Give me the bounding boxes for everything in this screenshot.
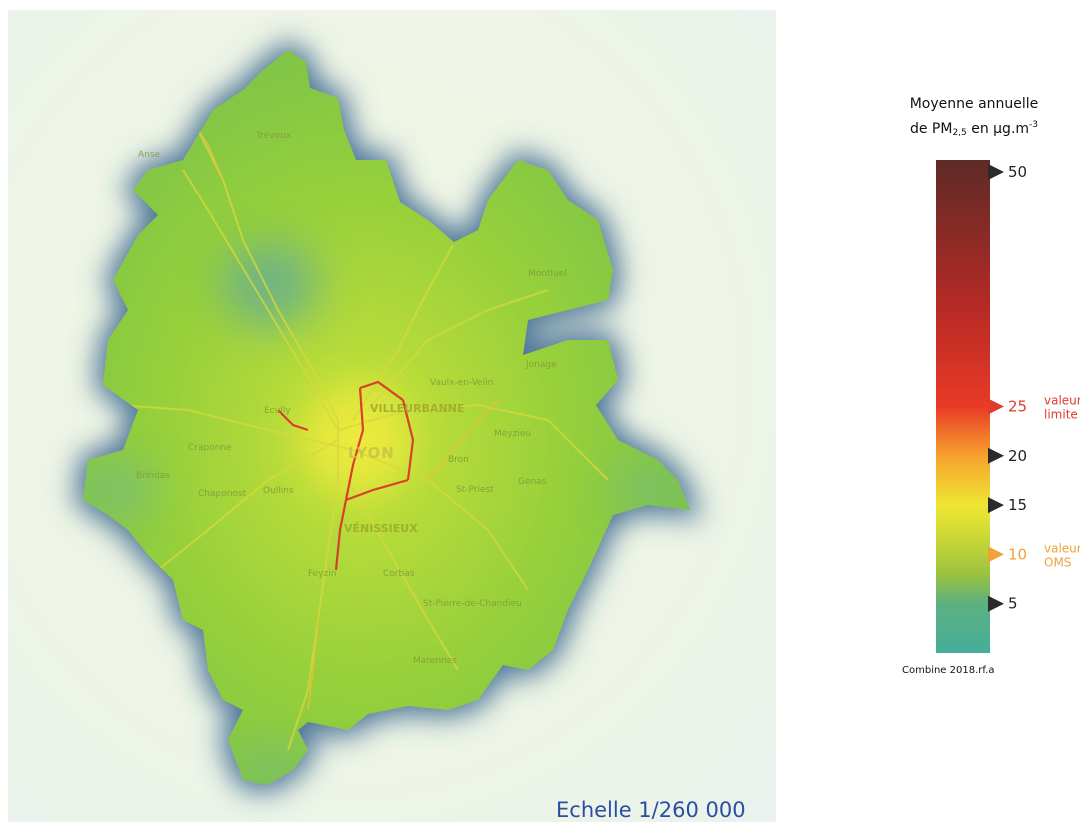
place-label-ecully: Ecully: [264, 406, 291, 416]
map-scale-label: Echelle 1/260 000: [556, 798, 746, 822]
map-panel: Trévoux Anse Montluel Jonage Vaulx-en-Ve…: [8, 10, 776, 822]
tick-label-25: 25: [1008, 398, 1027, 416]
tick-label-10: 10: [1008, 545, 1027, 563]
tick-label-5: 5: [1008, 595, 1018, 613]
place-label-marennes: Marennes: [413, 656, 457, 666]
place-label-bron: Bron: [448, 455, 469, 465]
tick-note-25-line1: valeur: [1044, 394, 1080, 408]
place-label-vaulx: Vaulx-en-Velin: [430, 378, 493, 388]
place-label-feyzin: Feyzin: [308, 569, 336, 579]
place-label-villeurbanne: VILLEURBANNE: [370, 402, 464, 415]
tick-note-10-line2: OMS: [1044, 555, 1071, 569]
place-label-genas: Genas: [518, 477, 547, 487]
place-label-brindas: Brindas: [136, 471, 170, 481]
tick-arrow-50: [988, 164, 1004, 180]
place-label-trevoux: Trévoux: [255, 130, 292, 141]
tick-arrow-25: [988, 399, 1004, 415]
place-label-meyzieu: Meyzieu: [494, 429, 531, 439]
tick-label-20: 20: [1008, 447, 1027, 465]
tick-arrow-20: [988, 448, 1004, 464]
tick-label-50: 50: [1008, 163, 1027, 181]
color-scale-bar: [936, 160, 990, 653]
pollution-map[interactable]: Trévoux Anse Montluel Jonage Vaulx-en-Ve…: [8, 10, 776, 822]
place-label-jonage: Jonage: [525, 360, 557, 370]
place-label-montluel: Montluel: [528, 269, 567, 279]
legend-title: Moyenne annuelle de PM2,5 en µg.m-3: [868, 94, 1080, 144]
legend-title-line1: Moyenne annuelle: [868, 94, 1080, 115]
place-label-saint-priest: St-Priest: [456, 485, 494, 495]
place-label-st-pierre: St-Pierre-de-Chandieu: [423, 599, 522, 609]
place-label-lyon: LYON: [348, 444, 395, 462]
place-label-chaponost: Chaponost: [198, 489, 247, 499]
place-label-corbas: Corbas: [383, 569, 415, 579]
place-label-craponne: Craponne: [188, 443, 232, 453]
tick-arrow-5: [988, 596, 1004, 612]
tick-arrow-15: [988, 497, 1004, 513]
legend-title-line2: de PM2,5 en µg.m-3: [868, 115, 1080, 144]
tick-note-25-line2: limite: [1044, 408, 1078, 422]
place-label-anse: Anse: [138, 150, 161, 160]
tick-label-15: 15: [1008, 496, 1027, 514]
place-label-venissieux: VÉNISSIEUX: [344, 522, 418, 535]
legend-source: Combine 2018.rf.a: [902, 665, 994, 676]
tick-arrow-10: [988, 546, 1004, 562]
place-label-oullins: Oullins: [263, 486, 294, 496]
tick-note-10-line1: valeur: [1044, 541, 1080, 555]
